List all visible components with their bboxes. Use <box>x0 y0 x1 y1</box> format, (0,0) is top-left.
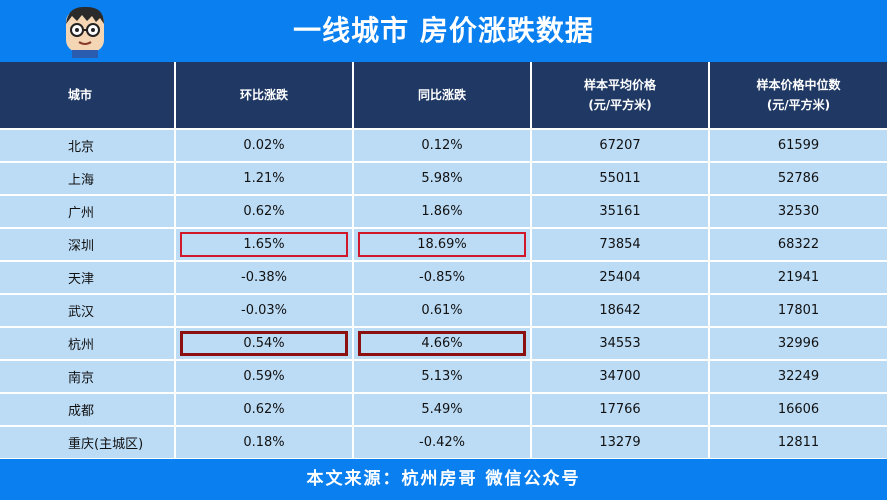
price-table-container: 城市 环比涨跌 同比涨跌 样本平均价格 (元/平方米) 样本价格中位数 (元/平… <box>0 62 887 460</box>
cell-city: 成都 <box>0 393 176 427</box>
table-row: 杭州 0.54% 4.66% 34553 32996 <box>0 327 887 361</box>
cell-avg-price: 34553 <box>531 327 710 361</box>
cell-avg-price: 17766 <box>531 393 710 427</box>
cell-city: 上海 <box>0 162 176 196</box>
cell-mom-highlighted: 1.65% <box>175 228 354 262</box>
cell-avg-price: 35161 <box>531 195 710 229</box>
title-bar: 一线城市 房价涨跌数据 <box>0 0 887 62</box>
cell-mom-value: 0.54% <box>243 336 285 351</box>
column-header-median-price-label: 样本价格中位数 (元/平方米) <box>756 78 841 112</box>
cell-median-price: 32996 <box>709 327 887 361</box>
table-row: 深圳 1.65% 18.69% 73854 68322 <box>0 228 887 262</box>
price-table: 城市 环比涨跌 同比涨跌 样本平均价格 (元/平方米) 样本价格中位数 (元/平… <box>0 62 887 460</box>
cell-yoy-value: 4.66% <box>421 336 463 351</box>
cell-avg-price: 25404 <box>531 261 710 295</box>
table-row: 武汉 -0.03% 0.61% 18642 17801 <box>0 294 887 328</box>
cell-median-price: 17801 <box>709 294 887 328</box>
cell-yoy: 5.98% <box>353 162 532 196</box>
cell-city: 深圳 <box>0 228 176 262</box>
cell-mom-value: 1.65% <box>243 237 285 252</box>
cell-median-price: 61599 <box>709 129 887 163</box>
cell-mom: 0.62% <box>175 393 354 427</box>
table-row: 成都 0.62% 5.49% 17766 16606 <box>0 393 887 427</box>
cell-median-price: 68322 <box>709 228 887 262</box>
cell-yoy: -0.85% <box>353 261 532 295</box>
cell-mom: -0.38% <box>175 261 354 295</box>
cell-mom: 0.02% <box>175 129 354 163</box>
column-header-city: 城市 <box>0 62 176 130</box>
cell-yoy: -0.42% <box>353 426 532 460</box>
cell-yoy: 5.49% <box>353 393 532 427</box>
cell-avg-price: 55011 <box>531 162 710 196</box>
cell-city: 杭州 <box>0 327 176 361</box>
cell-yoy-value: 18.69% <box>417 237 467 252</box>
cell-mom: 0.18% <box>175 426 354 460</box>
column-header-median-price: 样本价格中位数 (元/平方米) <box>709 62 887 130</box>
highlight-box <box>180 232 348 257</box>
cell-avg-price: 34700 <box>531 360 710 394</box>
page-title: 一线城市 房价涨跌数据 <box>293 14 594 47</box>
cell-median-price: 32530 <box>709 195 887 229</box>
table-header-row: 城市 环比涨跌 同比涨跌 样本平均价格 (元/平方米) 样本价格中位数 (元/平… <box>0 62 887 130</box>
cell-yoy-highlighted: 18.69% <box>353 228 532 262</box>
cell-median-price: 21941 <box>709 261 887 295</box>
table-row: 北京 0.02% 0.12% 67207 61599 <box>0 129 887 163</box>
column-header-avg-price-label: 样本平均价格 (元/平方米) <box>583 78 656 112</box>
highlight-box <box>358 232 526 257</box>
cell-city: 武汉 <box>0 294 176 328</box>
cell-city: 北京 <box>0 129 176 163</box>
highlight-box <box>358 331 526 356</box>
table-row: 南京 0.59% 5.13% 34700 32249 <box>0 360 887 394</box>
cell-city: 南京 <box>0 360 176 394</box>
cell-yoy: 5.13% <box>353 360 532 394</box>
cell-median-price: 52786 <box>709 162 887 196</box>
cell-median-price: 32249 <box>709 360 887 394</box>
cell-yoy: 0.61% <box>353 294 532 328</box>
column-header-mom: 环比涨跌 <box>175 62 354 130</box>
highlight-box <box>180 331 348 356</box>
cell-avg-price: 18642 <box>531 294 710 328</box>
table-row: 天津 -0.38% -0.85% 25404 21941 <box>0 261 887 295</box>
column-header-yoy: 同比涨跌 <box>353 62 532 130</box>
cell-mom: 0.62% <box>175 195 354 229</box>
cell-mom: 0.59% <box>175 360 354 394</box>
cell-avg-price: 13279 <box>531 426 710 460</box>
source-footer: 本文来源：杭州房哥 微信公众号 <box>0 459 887 500</box>
table-row: 上海 1.21% 5.98% 55011 52786 <box>0 162 887 196</box>
cell-median-price: 16606 <box>709 393 887 427</box>
table-row: 广州 0.62% 1.86% 35161 32530 <box>0 195 887 229</box>
cell-city: 天津 <box>0 261 176 295</box>
cell-avg-price: 67207 <box>531 129 710 163</box>
cell-mom: -0.03% <box>175 294 354 328</box>
cell-median-price: 12811 <box>709 426 887 460</box>
cell-yoy: 1.86% <box>353 195 532 229</box>
cell-city: 重庆(主城区) <box>0 426 176 460</box>
cell-mom: 1.21% <box>175 162 354 196</box>
cell-city: 广州 <box>0 195 176 229</box>
cell-yoy: 0.12% <box>353 129 532 163</box>
cell-mom-highlighted: 0.54% <box>175 327 354 361</box>
cell-avg-price: 73854 <box>531 228 710 262</box>
cell-yoy-highlighted: 4.66% <box>353 327 532 361</box>
avatar-icon <box>66 6 104 58</box>
table-row: 重庆(主城区) 0.18% -0.42% 13279 12811 <box>0 426 887 460</box>
column-header-avg-price: 样本平均价格 (元/平方米) <box>531 62 710 130</box>
